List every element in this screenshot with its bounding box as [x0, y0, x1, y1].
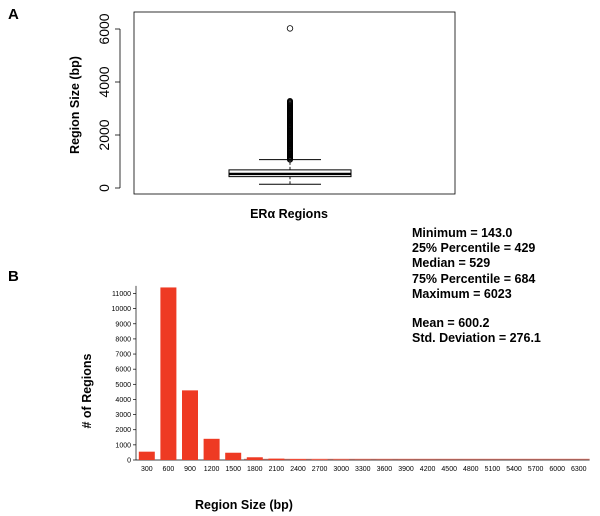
- boxplot-y-tick-label: 6000: [96, 13, 112, 44]
- histogram-x-tick-label: 2700: [312, 466, 328, 473]
- boxplot-x-axis-label: ERα Regions: [250, 207, 328, 221]
- panel-label-b: B: [8, 268, 19, 285]
- boxplot-y-tick-label: 2000: [96, 119, 112, 150]
- panel-label-a: A: [8, 6, 19, 23]
- histogram-x-tick-label: 3300: [355, 466, 371, 473]
- histogram-y-tick-label: 5000: [115, 382, 131, 389]
- histogram-bar: [246, 457, 263, 460]
- boxplot-y-tick-label: 4000: [96, 66, 112, 97]
- histogram-x-tick-label: 2400: [290, 466, 306, 473]
- boxplot-outlier-point: [286, 98, 293, 105]
- histogram-y-tick-label: 3000: [115, 412, 131, 419]
- histogram-y-axis-label: # of Regions: [80, 353, 94, 428]
- histogram-x-tick-label: 6000: [549, 466, 565, 473]
- histogram-x-tick-label: 5700: [528, 466, 544, 473]
- histogram-bar: [268, 458, 285, 460]
- histogram-bar: [160, 287, 177, 460]
- boxplot-chart: 0 2000 4000 6000 Region Size (bp) ERα Regio…: [68, 11, 456, 221]
- stat-maximum: Maximum = 6023: [412, 286, 512, 301]
- histogram-y-tick-label: 1000: [115, 442, 131, 449]
- histogram-x-tick-label: 1200: [204, 466, 220, 473]
- histogram-x-tick-label: 3000: [333, 466, 349, 473]
- stat-25th-percentile: 25% Percentile = 429: [412, 241, 536, 256]
- stat-median: Median = 529: [412, 256, 491, 271]
- histogram-x-tick-label: 300: [141, 466, 153, 473]
- histogram-x-tick-label: 900: [184, 466, 196, 473]
- histogram-y-tick-label: 2000: [115, 427, 131, 434]
- histogram-x-tick-label: 4800: [463, 466, 479, 473]
- histogram-y-tick-label: 9000: [115, 321, 131, 328]
- boxplot-outlier-point: [286, 25, 294, 32]
- histogram-y-tick-label: 4000: [115, 397, 131, 404]
- histogram-x-tick-label: 3900: [398, 466, 414, 473]
- histogram-x-tick-label: 6300: [571, 466, 587, 473]
- histogram-y-tick-label: 11000: [112, 291, 131, 298]
- histogram-bar: [138, 451, 155, 460]
- histogram-y-tick-label: 6000: [115, 367, 131, 374]
- stat-minimum: Minimum = 143.0: [412, 226, 513, 240]
- histogram-x-tick-label: 1800: [247, 466, 263, 473]
- histogram-x-tick-label: 600: [163, 466, 175, 473]
- histogram-x-tick-label: 5100: [485, 466, 501, 473]
- histogram-y-tick-label: 8000: [115, 336, 131, 343]
- histogram-x-tick-label: 4200: [420, 466, 436, 473]
- histogram-x-tick-label: 3600: [377, 466, 393, 473]
- histogram-bar: [203, 438, 220, 460]
- histogram-bar: [225, 452, 242, 460]
- histogram-y-tick-label: 7000: [115, 352, 131, 359]
- histogram-bar: [182, 390, 198, 460]
- histogram-y-tick-label: 10000: [112, 306, 132, 313]
- stat-mean: Mean = 600.2: [412, 316, 490, 331]
- boxplot-y-tick-label: 0: [96, 184, 112, 192]
- histogram-x-tick-label: 1500: [225, 466, 241, 473]
- histogram-x-tick-label: 2100: [269, 466, 285, 473]
- histogram-x-axis-label: Region Size (bp): [195, 498, 293, 512]
- boxplot-y-axis-label: Region Size (bp): [68, 56, 82, 154]
- stat-std-deviation: Std. Deviation = 276.1: [412, 331, 541, 346]
- histogram-y-tick-label: 0: [127, 458, 131, 465]
- histogram-bar: [290, 459, 306, 460]
- histogram-x-tick-label: 4500: [441, 466, 457, 473]
- histogram-x-tick-label: 5400: [506, 466, 522, 473]
- stat-75th-percentile: 75% Percentile = 684: [412, 271, 536, 286]
- boxplot-frame: [133, 11, 456, 195]
- summary-statistics: Minimum = 143.0 25% Percentile = 429 Med…: [412, 226, 541, 346]
